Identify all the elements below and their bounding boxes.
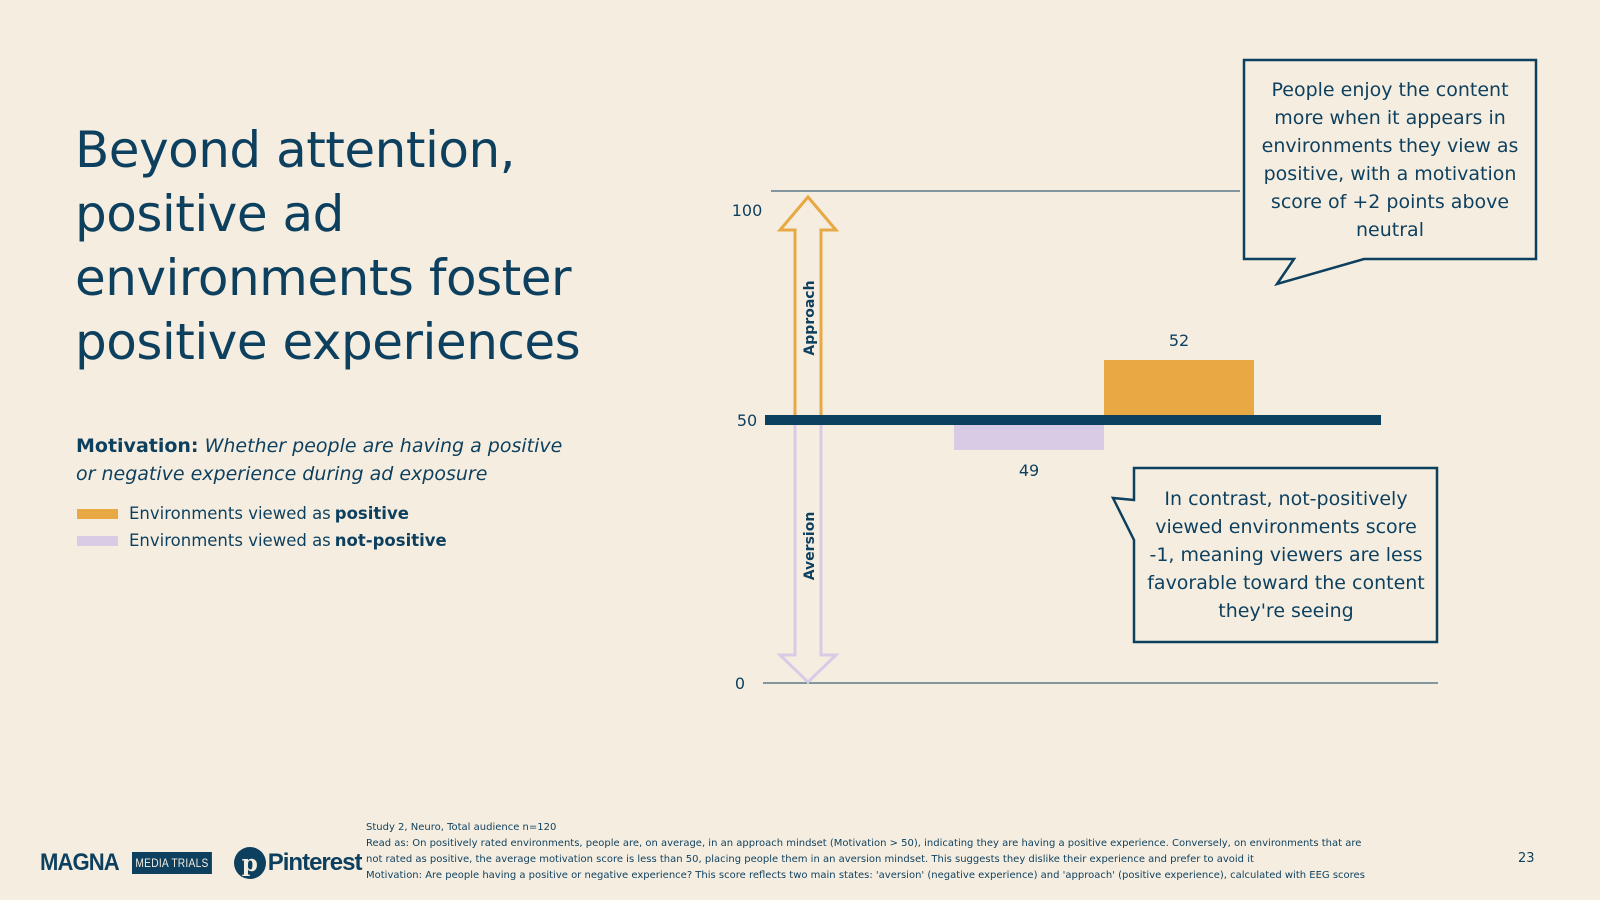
footnote-line-read-as-2: not rated as positive, the average motiv… <box>366 854 1254 865</box>
value-label-not-positive: 49 <box>1019 461 1039 480</box>
approach-arrow <box>776 194 840 419</box>
legend-label-not-positive: Environments viewed as <box>129 531 331 550</box>
tick-label-0: 0 <box>735 674 745 693</box>
pinterest-logo: p Pinterest <box>233 847 363 879</box>
legend-swatch-not-positive <box>77 535 118 546</box>
approach-label: Approach <box>802 280 818 355</box>
magna-logo: MAGNA <box>40 849 120 876</box>
legend-label-positive: Environments viewed as <box>129 504 331 523</box>
legend-swatch-positive <box>77 508 118 519</box>
page-number: 23 <box>1518 851 1535 866</box>
legend-emphasis-positive: positive <box>334 504 409 523</box>
motivation-label: Motivation: <box>76 435 199 457</box>
page-title: Beyond attention, positive ad environmen… <box>75 121 581 371</box>
tick-label-100: 100 <box>732 201 763 220</box>
tick-label-50: 50 <box>737 411 757 430</box>
callout-negative-box <box>1110 466 1439 644</box>
callout-negative-text: In contrast, not-positively viewed envir… <box>1147 488 1425 622</box>
legend-item-not-positive: Environments viewed as not-positive <box>77 527 447 554</box>
motivation-definition: Motivation: Whether people are having a … <box>76 432 576 488</box>
legend: Environments viewed as positive Environm… <box>77 500 447 554</box>
callout-positive-text: People enjoy the content more when it ap… <box>1261 79 1519 241</box>
baseline-50 <box>765 415 1381 425</box>
value-label-positive: 52 <box>1169 331 1189 350</box>
pinterest-p-icon: p <box>233 847 266 879</box>
partner-logos: MAGNA MEDIA TRIALS p Pinterest <box>40 846 363 880</box>
legend-emphasis-not-positive: not-positive <box>334 531 447 550</box>
aversion-arrow <box>776 419 840 685</box>
motivation-description: Whether people are having a positive or … <box>76 435 563 485</box>
footnote-line-study: Study 2, Neuro, Total audience n=120 <box>366 822 557 833</box>
pinterest-wordmark: Pinterest <box>267 849 363 876</box>
media-trials-logo: MEDIA TRIALS <box>131 852 212 874</box>
aversion-label: Aversion <box>802 512 818 581</box>
footnote-line-read-as-1: Read as: On positively rated environment… <box>366 838 1362 849</box>
legend-item-positive: Environments viewed as positive <box>77 500 447 527</box>
footnote-line-motivation: Motivation: Are people having a positive… <box>366 870 1365 881</box>
callout-positive-box <box>1242 58 1538 287</box>
bar-positive <box>1104 360 1254 420</box>
footnote: Study 2, Neuro, Total audience n=120 Rea… <box>366 820 1446 884</box>
